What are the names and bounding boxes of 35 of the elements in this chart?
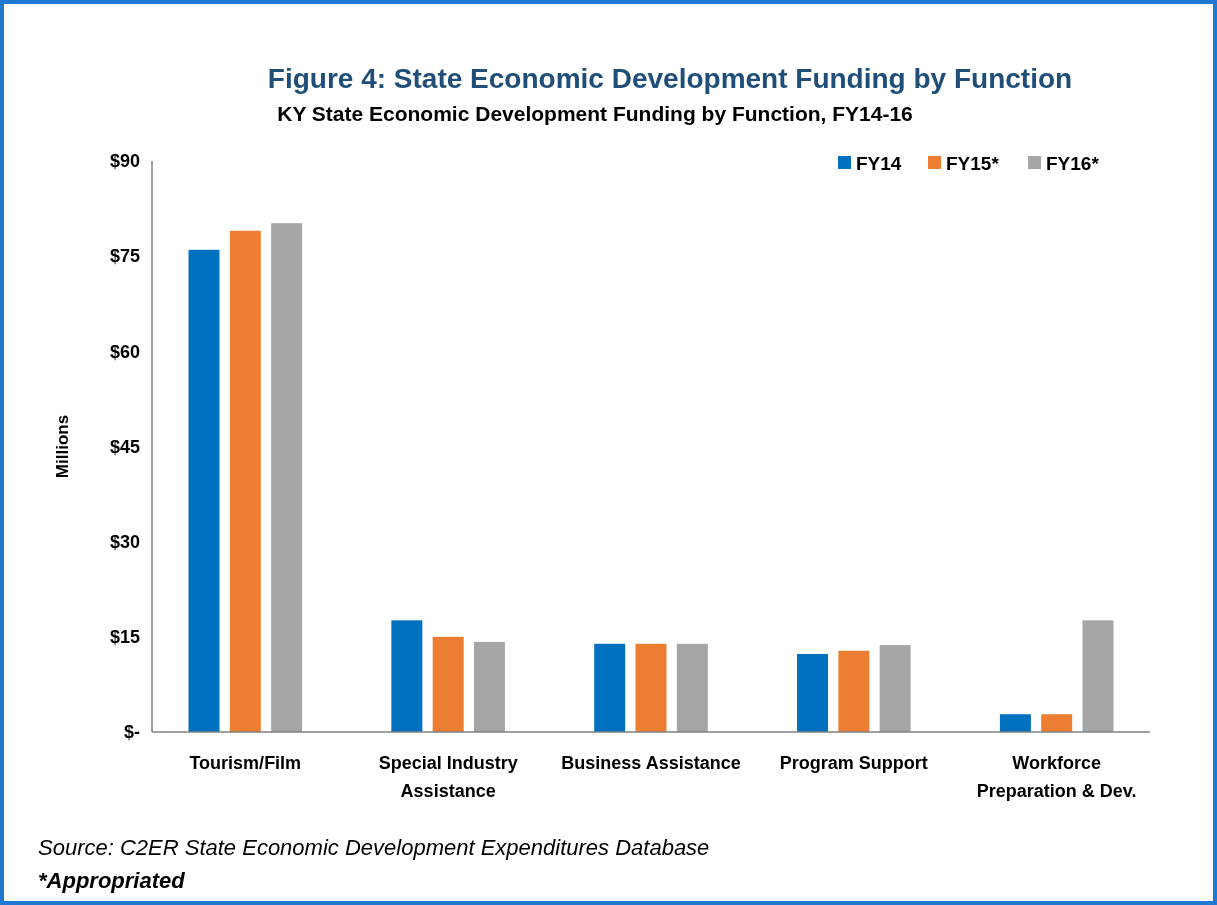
source-note: Source: C2ER State Economic Development Expenditures Database <box>38 835 710 860</box>
bar <box>838 650 870 732</box>
bar <box>1041 714 1073 732</box>
y-tick-label: $75 <box>109 246 140 267</box>
x-tick-label: Business Assistance <box>561 753 741 773</box>
bar <box>229 230 261 732</box>
y-tick-label: $- <box>123 722 140 743</box>
x-tick-label: Workforce Preparation & Dev. <box>976 753 1137 801</box>
bar <box>999 714 1031 732</box>
bar <box>1082 620 1114 732</box>
chart-title: Figure 4: State Economic Development Funding by Function <box>267 63 1073 94</box>
bar <box>432 636 464 732</box>
bar <box>188 249 220 732</box>
legend-label: FY15* <box>946 152 1000 174</box>
bar <box>391 620 423 732</box>
y-tick-label: $60 <box>109 341 140 362</box>
x-tick-label: Tourism/Film <box>189 753 302 773</box>
x-tick-label: Special Industry Assistance <box>378 753 518 801</box>
y-axis-title: Millions <box>53 414 72 479</box>
y-tick-label: $90 <box>109 151 140 172</box>
bar <box>879 645 911 732</box>
chart-subtitle: KY State Economic Development Funding by Function, FY14-16 <box>277 102 913 125</box>
bar <box>635 643 667 732</box>
bar <box>271 223 303 732</box>
x-tick-label: Program Support <box>779 753 928 773</box>
bar <box>594 643 626 732</box>
legend-label: FY16* <box>1046 152 1100 174</box>
y-tick-label: $15 <box>109 627 140 648</box>
text: *Appropriated <box>38 868 186 893</box>
bar <box>473 641 505 732</box>
y-tick-label: $45 <box>109 436 140 457</box>
bar <box>676 643 708 732</box>
y-tick-label: $30 <box>109 531 140 552</box>
legend-label: FY14 <box>856 152 902 174</box>
bar <box>797 653 829 732</box>
